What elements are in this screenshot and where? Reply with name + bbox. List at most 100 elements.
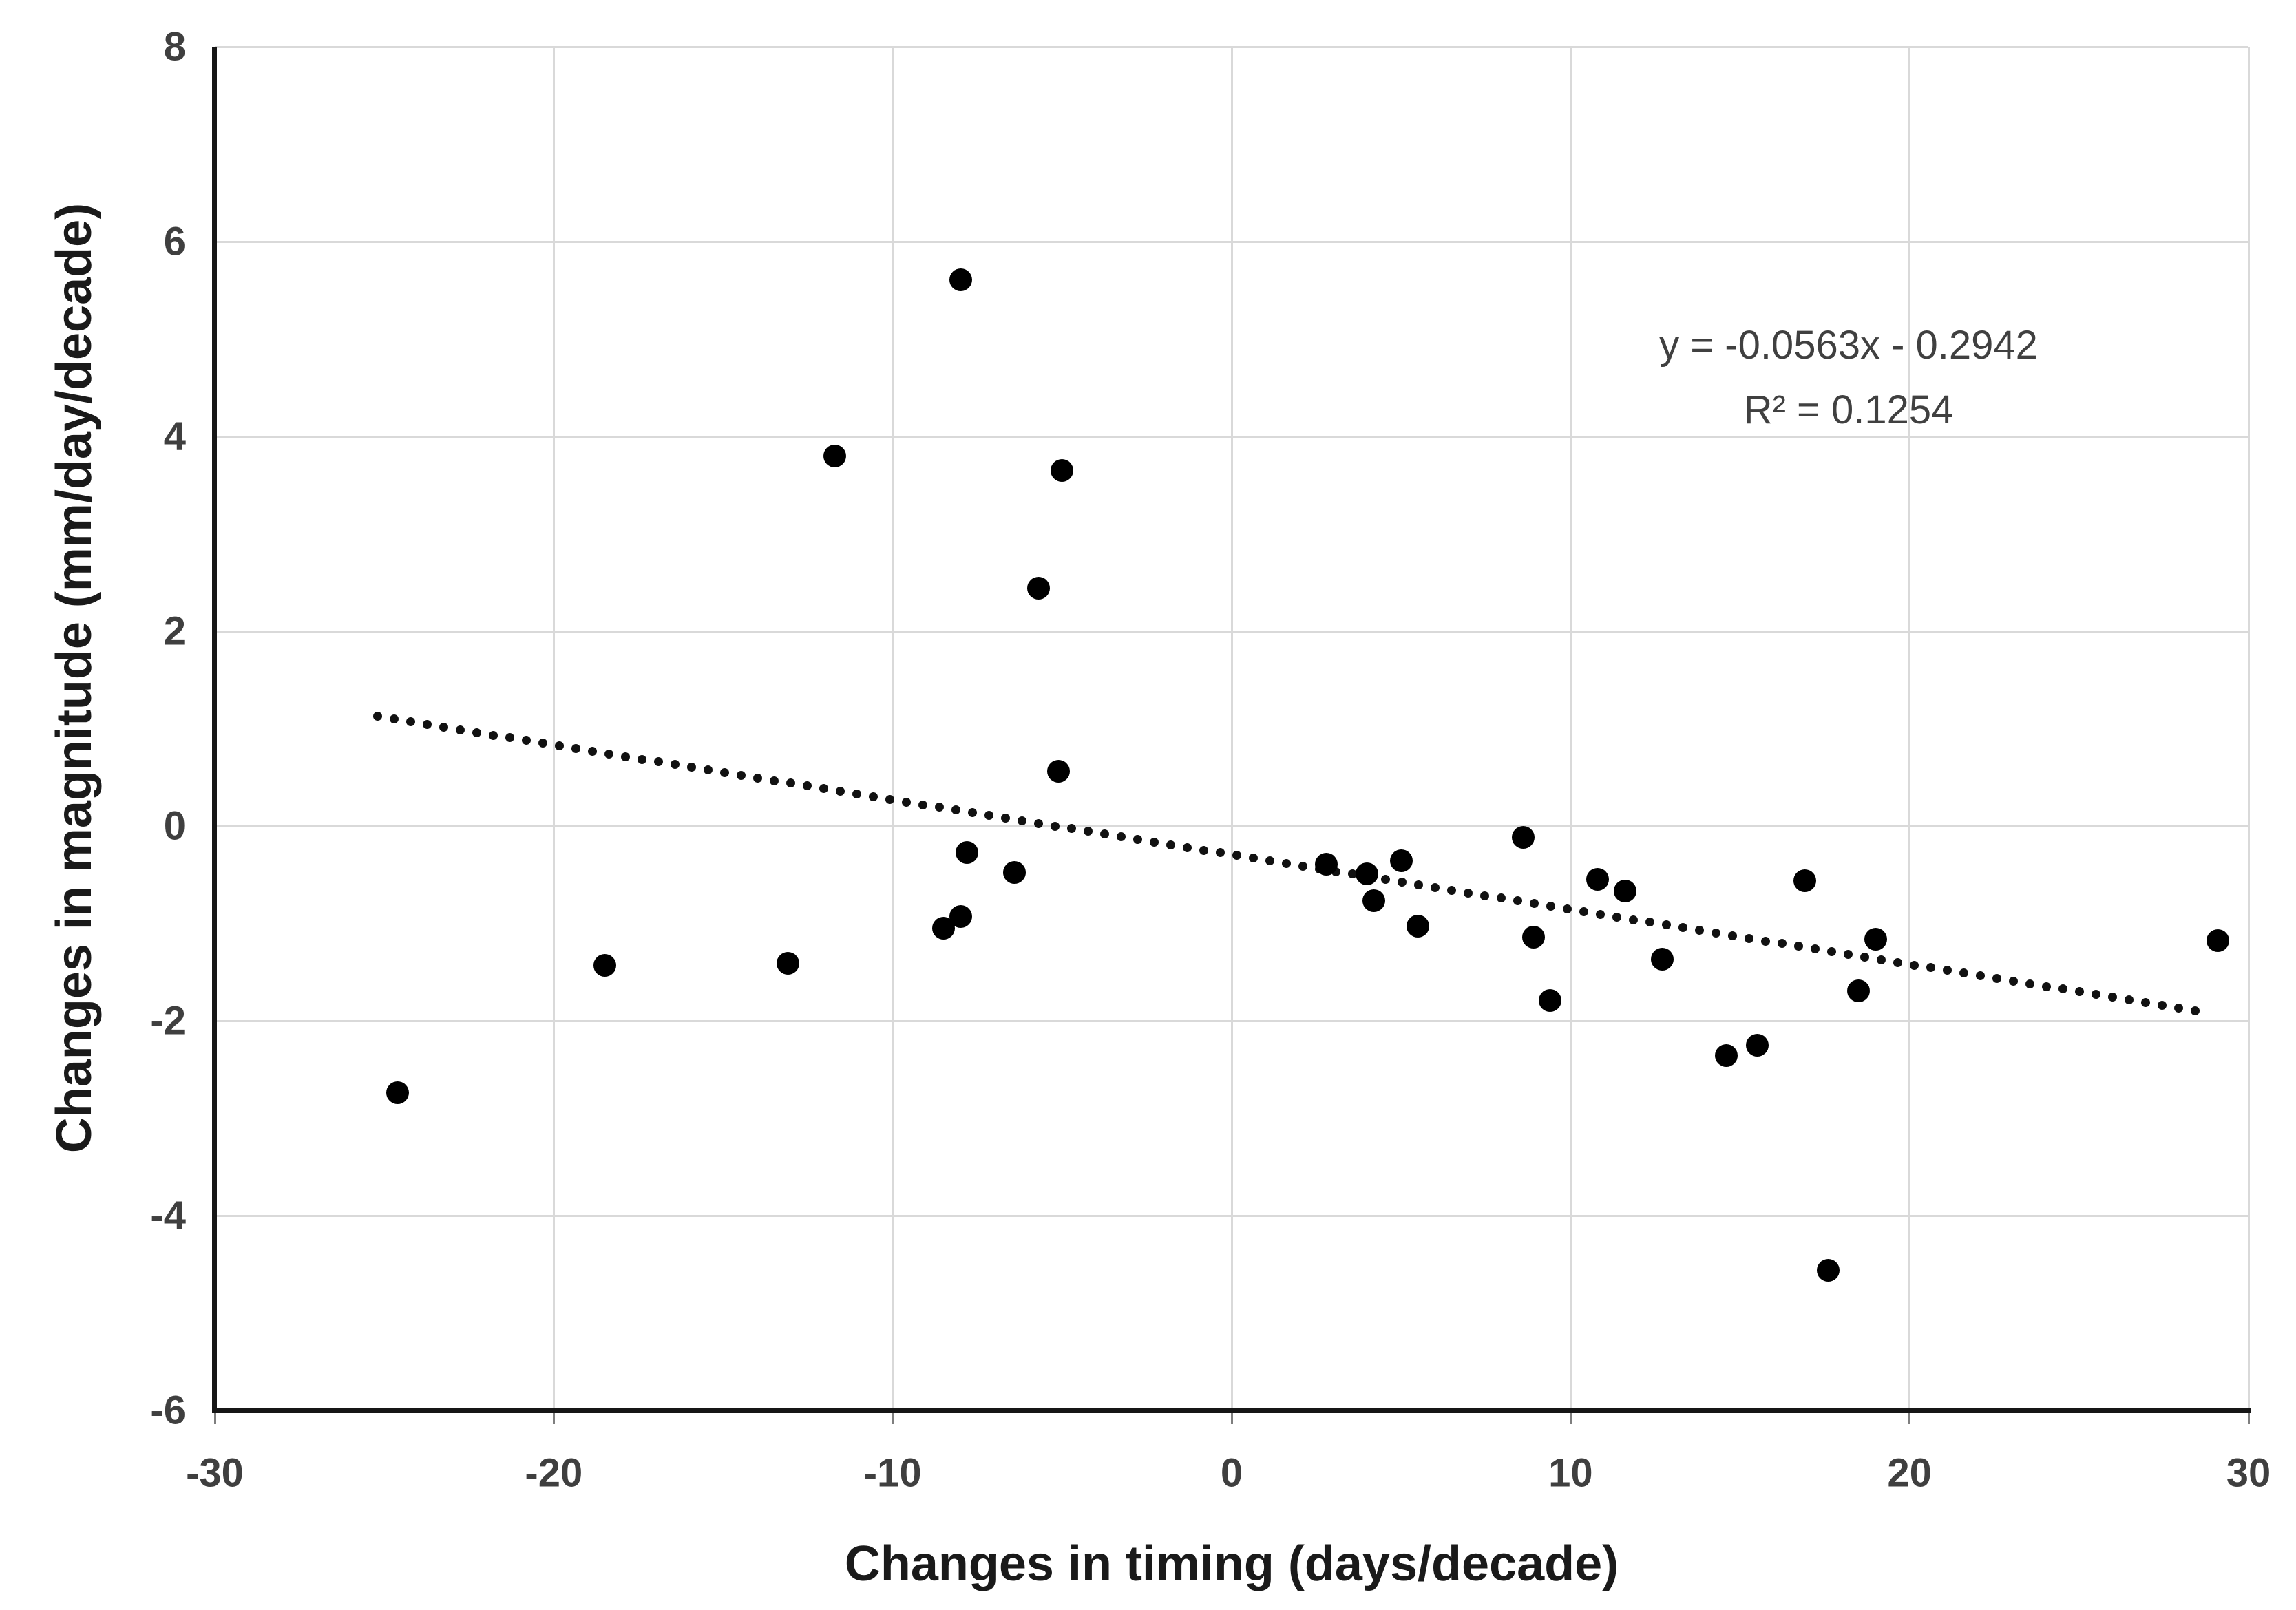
trendline-dot (1000, 813, 1010, 823)
gridline-vertical (892, 47, 894, 1410)
trendline-dot (1265, 856, 1274, 866)
trendline-dot (488, 730, 498, 740)
trendline-dot (1678, 923, 1687, 933)
y-tick-label: 8 (163, 24, 186, 70)
data-point (1047, 760, 1071, 783)
trendline-dot (554, 741, 564, 751)
trendline-dot (719, 767, 729, 777)
x-tick-label: 0 (1220, 1450, 1243, 1496)
trendline-dot (703, 765, 713, 775)
gridline-vertical (1569, 47, 1572, 1410)
trendline-dot (637, 754, 646, 764)
trendline-dot (1479, 891, 1489, 900)
x-tick-label: 20 (1887, 1450, 1932, 1496)
trendline-dot (372, 712, 382, 721)
trendline-dot (1099, 829, 1109, 839)
y-tick-label: 2 (163, 608, 186, 654)
gridline-vertical (552, 47, 555, 1410)
x-tick-mark (1230, 1413, 1233, 1424)
trendline-dot (2190, 1006, 2200, 1015)
trendline-dot (455, 725, 465, 734)
trendline-dot (1116, 832, 1126, 842)
trendline-equation-text: y = -0.0563x - 0.2942 (1659, 323, 2038, 368)
x-tick-label: 10 (1548, 1450, 1593, 1496)
trendline-dot (1826, 947, 1836, 957)
trendline-dot (1744, 933, 1753, 943)
trendline-dot (670, 760, 680, 770)
trendline-dot (389, 714, 399, 724)
trendline-dot (1694, 926, 1704, 935)
trendline-dot (1562, 904, 1572, 913)
trendline-dot (1645, 918, 1654, 927)
trendline-dot (653, 757, 663, 767)
x-axis-line (212, 1408, 2251, 1413)
trendline-dot (769, 776, 779, 785)
trendline-dot (951, 805, 960, 815)
x-tick-label: -20 (525, 1450, 583, 1496)
gridline-horizontal (215, 240, 2248, 243)
data-point (1003, 861, 1026, 885)
y-tick-label: -2 (150, 998, 186, 1044)
data-point (2207, 929, 2230, 953)
trendline-dot (1149, 837, 1159, 847)
data-point (1613, 880, 1636, 903)
gridline-horizontal (215, 45, 2248, 48)
data-point (1026, 577, 1050, 600)
data-point (1650, 948, 1674, 971)
trendline-dot (1281, 858, 1291, 868)
trendline-dot (2173, 1003, 2183, 1013)
trendline-dot (984, 811, 993, 820)
trendline-dot (1959, 968, 1968, 978)
r-squared-label: R² = 0.1254 (1743, 388, 1954, 433)
gridline-vertical (2247, 47, 2250, 1410)
trendline-dot (571, 743, 580, 753)
trendline-dot (686, 763, 696, 772)
trendline-dot (2124, 995, 2134, 1005)
trendline-dot (1893, 957, 1902, 967)
trendline-dot (1083, 827, 1093, 836)
trendline-dot (835, 787, 845, 796)
trendline-dot (1513, 896, 1522, 906)
trendline-dot (604, 749, 613, 759)
trendline-dot (1397, 878, 1407, 887)
trendline-dot (1628, 915, 1638, 924)
trendline-dot (1860, 952, 1869, 962)
trendline-dot (2041, 982, 2051, 991)
trendline-dot (422, 720, 432, 730)
trendline-equation: y = -0.0563x - 0.2942 R² = 0.1254 (1659, 313, 2038, 443)
data-point (776, 952, 799, 975)
trendline-dot (868, 792, 878, 801)
x-tick-mark (892, 1413, 894, 1424)
y-tick-label: 4 (163, 414, 186, 459)
trendline-dot (2140, 997, 2150, 1007)
gridline-horizontal (215, 825, 2248, 827)
trendline-dot (1232, 851, 1241, 860)
trendline-dot (1215, 848, 1225, 858)
data-point (949, 268, 972, 291)
trendline-dot (1017, 816, 1026, 825)
trendline-dot (1810, 944, 1820, 954)
trendline-dot (439, 722, 448, 732)
trendline-dot (786, 778, 795, 788)
x-tick-mark (2247, 1413, 2250, 1424)
x-tick-mark (1908, 1413, 1911, 1424)
trendline-dot (1661, 920, 1671, 930)
gridline-vertical (1908, 47, 1911, 1410)
trendline-dot (1347, 869, 1357, 879)
trendline-dot (1430, 882, 1440, 892)
trendline-dot (406, 717, 415, 727)
y-axis-line (212, 47, 217, 1413)
x-tick-mark (1569, 1413, 1572, 1424)
data-point (1793, 869, 1816, 892)
trendline-dot (1248, 854, 1258, 863)
trendline-dot (505, 733, 514, 743)
data-point (1315, 852, 1338, 876)
x-tick-mark (213, 1413, 216, 1424)
trendline-dot (1595, 909, 1605, 919)
trendline-dot (967, 808, 977, 818)
data-point (1864, 927, 1887, 951)
trendline-dot (2157, 1000, 2167, 1010)
trendline-dot (1711, 928, 1720, 938)
trendline-dot (1760, 936, 1770, 946)
data-point (1051, 459, 1074, 483)
